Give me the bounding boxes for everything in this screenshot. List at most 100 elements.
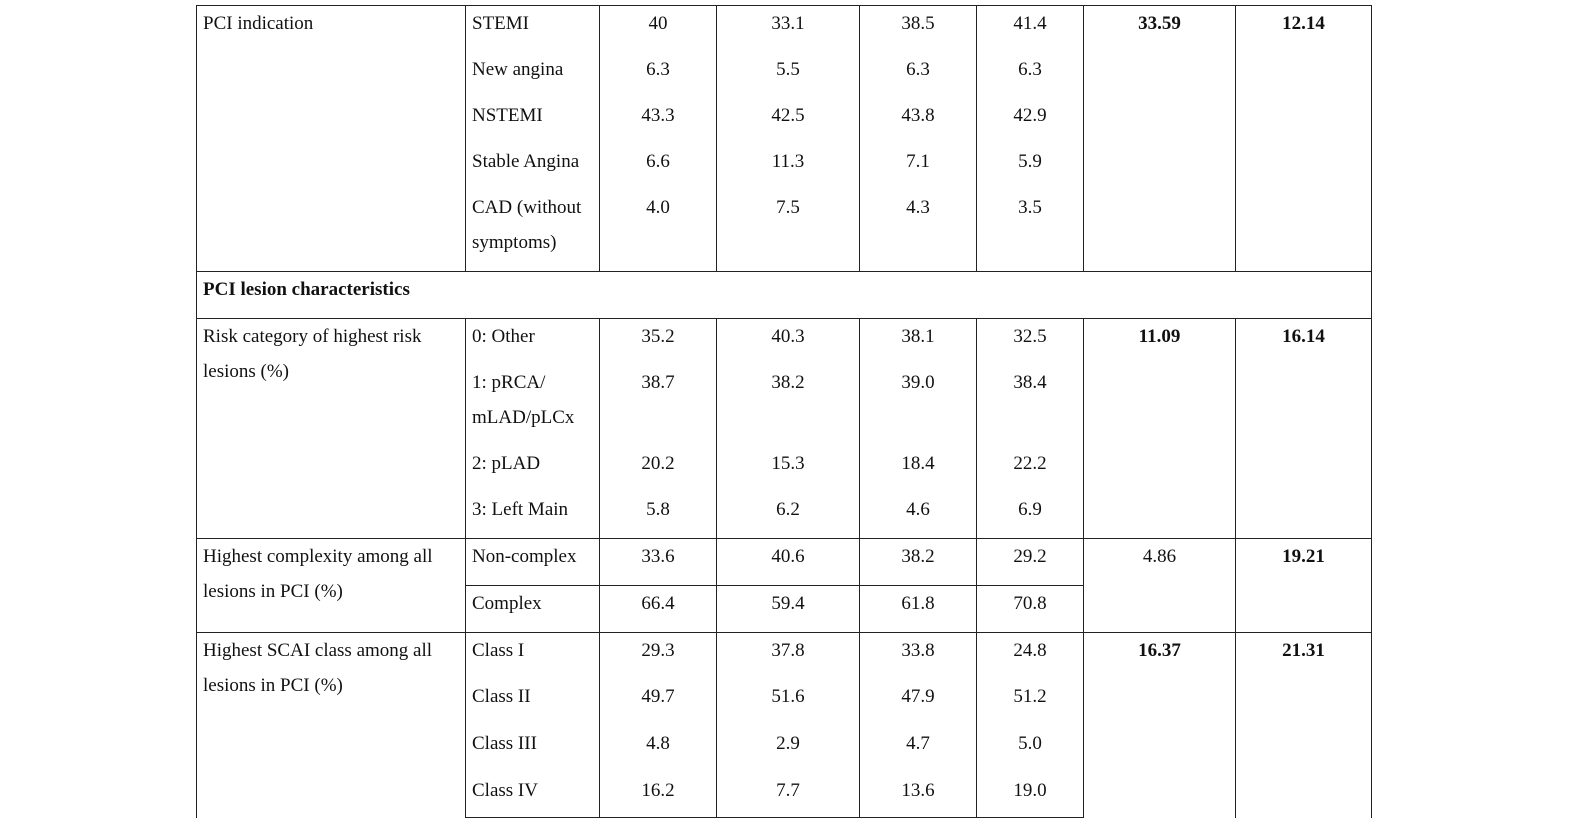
value-cell: 37.8 [716,632,860,679]
category-cell: 2: pLAD [465,445,600,492]
value-cell: 41.4 [976,5,1084,52]
row-label-scai: Highest SCAI class among all lesions in … [196,632,466,818]
value-cell: 4.6 [859,491,977,539]
value-cell: 6.3 [976,51,1084,98]
value-cell: 40 [599,5,717,52]
row-label-risk-category: Risk category of highest risk lesions (%… [196,318,466,539]
category-cell: Non-complex [465,538,600,586]
table-row: Stable Angina 6.6 11.3 7.1 5.9 [197,143,1372,190]
value-cell: 6.3 [599,51,717,98]
value-cell: 4.0 [599,189,717,272]
category-cell: Stable Angina [465,143,600,190]
table-row: Class II 49.7 51.6 47.9 51.2 [197,678,1372,726]
value-cell: 40.3 [716,318,860,365]
value-cell: 7.1 [859,143,977,190]
section-title: PCI lesion characteristics [196,271,1372,319]
value-cell: 66.4 [599,585,717,633]
value-cell: 13.6 [859,772,977,818]
row-label-line: Risk category of highest risk [203,326,422,347]
stat-cell: 19.21 [1235,538,1372,633]
category-cell: 3: Left Main [465,491,600,539]
section-header-row: PCI lesion characteristics [196,271,1372,319]
category-cell: New angina [465,51,600,98]
value-cell: 38.7 [599,364,717,446]
value-cell: 39.0 [859,364,977,446]
value-cell: 29.2 [976,538,1084,586]
value-cell: 24.8 [976,632,1084,679]
value-cell: 22.2 [976,445,1084,492]
value-cell: 2.9 [716,725,860,773]
table-row: 3: Left Main 5.8 6.2 4.6 6.9 [197,491,1372,539]
value-cell: 6.2 [716,491,860,539]
value-cell: 19.0 [976,772,1084,818]
category-cell: Class III [465,725,600,773]
category-cell: 1: pRCA/ mLAD/pLCx [465,364,600,446]
value-cell: 42.9 [976,97,1084,144]
value-cell: 7.7 [716,772,860,818]
table-row: New angina 6.3 5.5 6.3 6.3 [197,51,1372,98]
value-cell: 33.1 [716,5,860,52]
row-label-line: lesions (%) [203,361,290,382]
table-row: Highest complexity among all lesions in … [196,538,1372,633]
value-cell: 42.5 [716,97,860,144]
category-cell: Class I [465,632,600,679]
value-cell: 33.8 [859,632,977,679]
value-cell: 3.5 [976,189,1084,272]
value-cell: 38.4 [976,364,1084,446]
value-cell: 61.8 [859,585,977,633]
value-cell: 70.8 [976,585,1084,633]
category-cell: 0: Other [465,318,600,365]
value-cell: 38.1 [859,318,977,365]
stat-cell: 16.14 [1235,318,1372,539]
value-cell: 35.2 [599,318,717,365]
row-label-line: Highest complexity among all [203,546,433,567]
table-row: PCI indication STEMI 40 33.1 38.5 41.4 3… [196,5,1372,272]
row-label-pci-indication: PCI indication [196,5,466,272]
table-row: Class III 4.8 2.9 4.7 5.0 [197,725,1372,773]
value-cell: 15.3 [716,445,860,492]
value-cell: 51.6 [716,678,860,726]
table-row: CAD (without symptoms) 4.0 7.5 4.3 3.5 [197,189,1372,272]
row-label-line: Highest SCAI class among all [203,640,433,661]
stat-cell: 4.86 [1083,538,1236,633]
value-cell: 6.3 [859,51,977,98]
value-cell: 4.3 [859,189,977,272]
value-cell: 18.4 [859,445,977,492]
value-cell: 59.4 [716,585,860,633]
value-cell: 38.5 [859,5,977,52]
value-cell: 6.9 [976,491,1084,539]
category-line: symptoms) [472,231,557,253]
table-row: 2: pLAD 20.2 15.3 18.4 22.2 [197,445,1372,492]
stat-cell: 12.14 [1235,5,1372,272]
table-row: 1: pRCA/ mLAD/pLCx 38.7 38.2 39.0 38.4 [197,364,1372,446]
value-cell: 43.3 [599,97,717,144]
value-cell: 4.7 [859,725,977,773]
category-cell: Class IV [465,772,600,818]
category-cell: Complex [465,585,600,633]
category-cell: CAD (without symptoms) [465,189,600,272]
value-cell: 20.2 [599,445,717,492]
category-line: mLAD/pLCx [472,406,575,428]
table-page: PCI indication STEMI 40 33.1 38.5 41.4 3… [196,5,1372,824]
value-cell: 33.6 [599,538,717,586]
stat-cell: 33.59 [1083,5,1236,272]
table-row: Class IV 16.2 7.7 13.6 19.0 [197,772,1372,818]
value-cell: 43.8 [859,97,977,144]
row-label-line: lesions in PCI (%) [203,675,343,696]
value-cell: 47.9 [859,678,977,726]
value-cell: 32.5 [976,318,1084,365]
value-cell: 4.8 [599,725,717,773]
category-line: 1: pRCA/ [472,371,546,393]
value-cell: 5.8 [599,491,717,539]
stat-cell: 21.31 [1235,632,1372,818]
value-cell: 38.2 [716,364,860,446]
category-line: CAD (without [472,196,582,218]
table-row: Complex 66.4 59.4 61.8 70.8 [197,585,1372,633]
category-cell: STEMI [465,5,600,52]
category-cell: NSTEMI [465,97,600,144]
value-cell: 29.3 [599,632,717,679]
value-cell: 38.2 [859,538,977,586]
table-row: Risk category of highest risk lesions (%… [196,318,1372,539]
value-cell: 16.2 [599,772,717,818]
value-cell: 51.2 [976,678,1084,726]
